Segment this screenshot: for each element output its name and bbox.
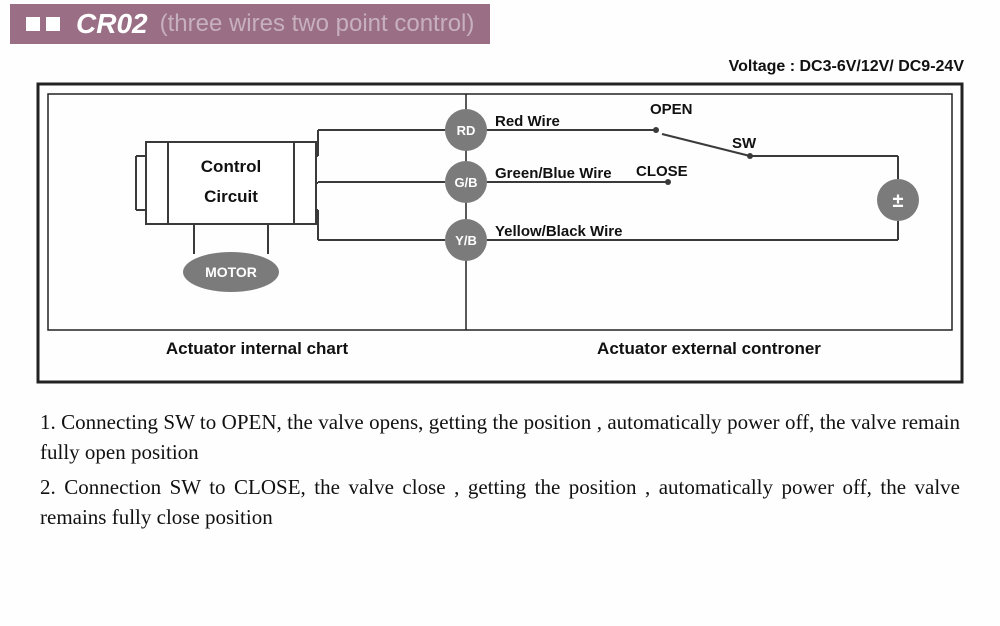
voltage-label: Voltage : xyxy=(729,58,795,75)
header-subtitle: (three wires two point control) xyxy=(160,10,475,38)
close-label: CLOSE xyxy=(636,163,688,180)
circuit-label: Circuit xyxy=(204,187,258,206)
open-label: OPEN xyxy=(650,101,693,118)
wire-terminal-label: G/B xyxy=(454,175,477,190)
notes: 1. Connecting SW to OPEN, the valve open… xyxy=(40,407,960,533)
sw-label: SW xyxy=(732,135,757,152)
header-squares-icon xyxy=(26,17,60,31)
wire-terminal-label: Y/B xyxy=(455,233,477,248)
header-bar: CR02 (three wires two point control) xyxy=(10,4,990,44)
wiring-diagram: Control Circuit MOTOR RD Red Wire G/B Green/Bl… xyxy=(36,82,964,389)
control-label: Control xyxy=(201,157,261,176)
caption-internal: Actuator internal chart xyxy=(166,339,349,358)
motor-label: MOTOR xyxy=(205,264,257,280)
power-source-label: ± xyxy=(893,190,904,212)
wire-terminal-label: RD xyxy=(457,123,476,138)
note-1: 1. Connecting SW to OPEN, the valve open… xyxy=(40,407,960,468)
control-circuit-box xyxy=(146,142,316,224)
header-block: CR02 (three wires two point control) xyxy=(10,4,490,44)
header-code: CR02 xyxy=(76,8,148,40)
caption-external: Actuator external controner xyxy=(597,339,821,358)
voltage-line: Voltage : DC3-6V/12V/ DC9-24V xyxy=(0,44,1000,82)
wire-name: Green/Blue Wire xyxy=(495,165,612,182)
open-contact xyxy=(653,127,659,133)
voltage-value: DC3-6V/12V/ DC9-24V xyxy=(799,58,964,75)
wire-name: Red Wire xyxy=(495,113,560,130)
wire-name: Yellow/Black Wire xyxy=(495,223,622,240)
note-2: 2. Connection SW to CLOSE, the valve clo… xyxy=(40,472,960,533)
